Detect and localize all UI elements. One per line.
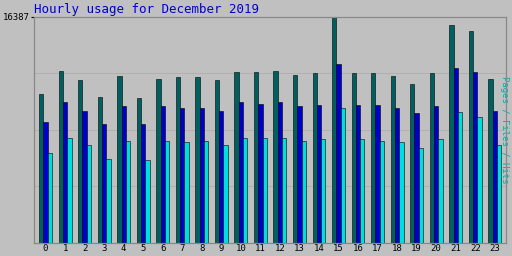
Bar <box>98 97 102 243</box>
Bar <box>137 98 141 243</box>
Bar <box>273 70 278 243</box>
Bar <box>78 80 82 243</box>
Bar <box>176 77 180 243</box>
Bar <box>414 113 419 243</box>
Bar <box>161 106 165 243</box>
Bar <box>360 140 365 243</box>
Bar <box>44 122 48 243</box>
Bar <box>215 80 219 243</box>
Bar <box>438 140 442 243</box>
Bar <box>458 112 462 243</box>
Bar <box>340 108 345 243</box>
Bar <box>126 141 130 243</box>
Bar <box>278 102 282 243</box>
Text: Hourly usage for December 2019: Hourly usage for December 2019 <box>34 3 259 16</box>
Bar <box>254 72 258 243</box>
Bar <box>141 124 145 243</box>
Bar <box>58 70 63 243</box>
Bar <box>449 25 454 243</box>
Bar <box>87 145 91 243</box>
Bar <box>332 17 336 243</box>
Bar <box>399 142 403 243</box>
Bar <box>180 108 184 243</box>
Bar <box>196 77 200 243</box>
Bar <box>488 79 493 243</box>
Bar <box>312 73 317 243</box>
Bar <box>371 73 375 243</box>
Bar <box>200 108 204 243</box>
Bar <box>430 73 434 243</box>
Bar <box>410 84 414 243</box>
Bar <box>336 64 340 243</box>
Bar <box>258 104 263 243</box>
Bar <box>395 108 399 243</box>
Bar <box>165 141 169 243</box>
Bar <box>223 145 228 243</box>
Bar <box>302 141 306 243</box>
Bar <box>204 141 208 243</box>
Bar <box>293 75 297 243</box>
Bar <box>352 73 356 243</box>
Bar <box>473 72 477 243</box>
Bar <box>263 138 267 243</box>
Bar <box>239 102 243 243</box>
Bar <box>82 111 87 243</box>
Bar <box>493 111 497 243</box>
Bar <box>317 105 321 243</box>
Bar <box>63 102 67 243</box>
Bar <box>454 68 458 243</box>
Bar <box>117 76 121 243</box>
Bar <box>375 105 380 243</box>
Bar <box>434 106 438 243</box>
Bar <box>102 124 106 243</box>
Bar <box>391 76 395 243</box>
Bar <box>48 153 52 243</box>
Bar <box>282 138 286 243</box>
Bar <box>67 138 72 243</box>
Bar <box>39 94 44 243</box>
Bar <box>297 106 302 243</box>
Bar <box>184 142 189 243</box>
Bar <box>469 30 473 243</box>
Bar <box>106 159 111 243</box>
Bar <box>497 145 501 243</box>
Bar <box>145 160 150 243</box>
Bar <box>477 118 482 243</box>
Bar <box>419 148 423 243</box>
Bar <box>321 140 326 243</box>
Bar <box>356 105 360 243</box>
Bar <box>121 106 126 243</box>
Y-axis label: Pages / Files / Hits: Pages / Files / Hits <box>500 76 509 184</box>
Bar <box>243 138 247 243</box>
Bar <box>219 111 223 243</box>
Bar <box>380 141 384 243</box>
Bar <box>156 79 161 243</box>
Bar <box>234 72 239 243</box>
